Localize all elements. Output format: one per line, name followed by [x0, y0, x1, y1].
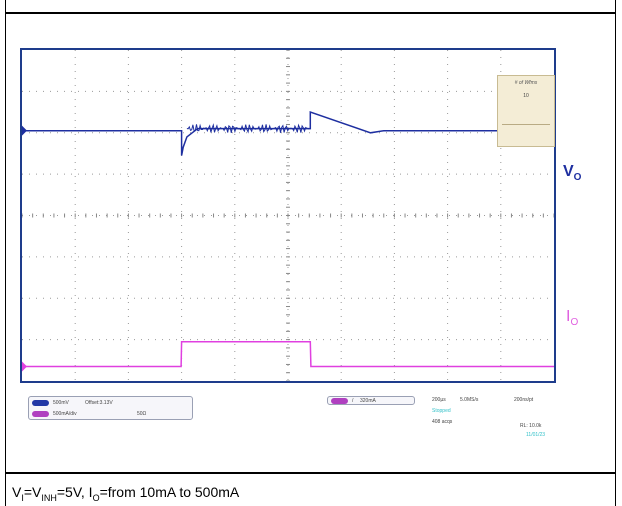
trigger-slope: /	[352, 398, 354, 404]
caption-vi: V	[12, 484, 22, 500]
io-channel-label: IO	[566, 308, 578, 328]
caption-eq2: =5V, I	[56, 484, 93, 500]
trigger-source-badge	[331, 398, 348, 404]
vo-channel-label: VO	[563, 163, 581, 183]
vo-ripple	[186, 123, 310, 134]
ch1-level-marker	[22, 125, 27, 136]
record-length: RL: 10.0k	[520, 423, 542, 429]
test-condition-caption: VI=VINH=5V, IO=from 10mA to 500mA	[12, 484, 239, 503]
resolution: 200ns/pt	[514, 397, 534, 403]
ch2-badge	[32, 411, 49, 417]
ch1-badge	[32, 400, 49, 406]
waveform-plot	[22, 50, 554, 381]
acquisition-count: 408 acqs	[432, 419, 453, 425]
caption-eq1: =V	[23, 484, 42, 500]
caption-vi-sub: I	[21, 492, 24, 503]
oscilloscope-screen: # of Wfms 10	[20, 48, 556, 383]
ch1-offset: Offset:3.13V	[85, 400, 113, 406]
trigger-level: 320mA	[360, 398, 376, 404]
frame-caption-rule	[5, 472, 616, 474]
measurement-panel: # of Wfms 10	[497, 75, 555, 147]
trigger-box: / 320mA	[327, 396, 415, 405]
figure-frame	[5, 0, 616, 506]
ch2-impedance: 50Ω	[137, 411, 147, 417]
io-label-main: I	[566, 308, 571, 325]
capture-date: 11/01/23	[526, 432, 546, 438]
ch2-level-marker	[22, 361, 27, 372]
vo-label-main: V	[563, 163, 574, 180]
frame-top-rule	[5, 12, 616, 14]
caption-inh-sub: INH	[41, 492, 57, 503]
measurement-title: # of Wfms	[514, 80, 538, 86]
sample-rate: 5.0MS/s	[460, 397, 479, 403]
ch2-setting: 500mA/div	[53, 411, 77, 417]
scope-status-bar: 500mV Offset:3.13V 500mA/div 50Ω / 320mA…	[20, 393, 556, 441]
vo-label-sub: O	[573, 172, 582, 184]
ch1-setting: 500mV	[53, 400, 69, 406]
channel-settings-box: 500mV Offset:3.13V 500mA/div 50Ω	[28, 396, 193, 420]
io-label-sub: O	[570, 317, 579, 329]
acquisition-mode: Stopped	[432, 408, 451, 414]
caption-io-sub: O	[92, 492, 100, 503]
caption-rest: =from 10mA to 500mA	[99, 484, 240, 500]
series-line-io	[22, 340, 554, 368]
timebase: 200µs	[432, 397, 446, 403]
measurement-divider	[502, 124, 550, 125]
measurement-value: 10	[523, 93, 529, 99]
